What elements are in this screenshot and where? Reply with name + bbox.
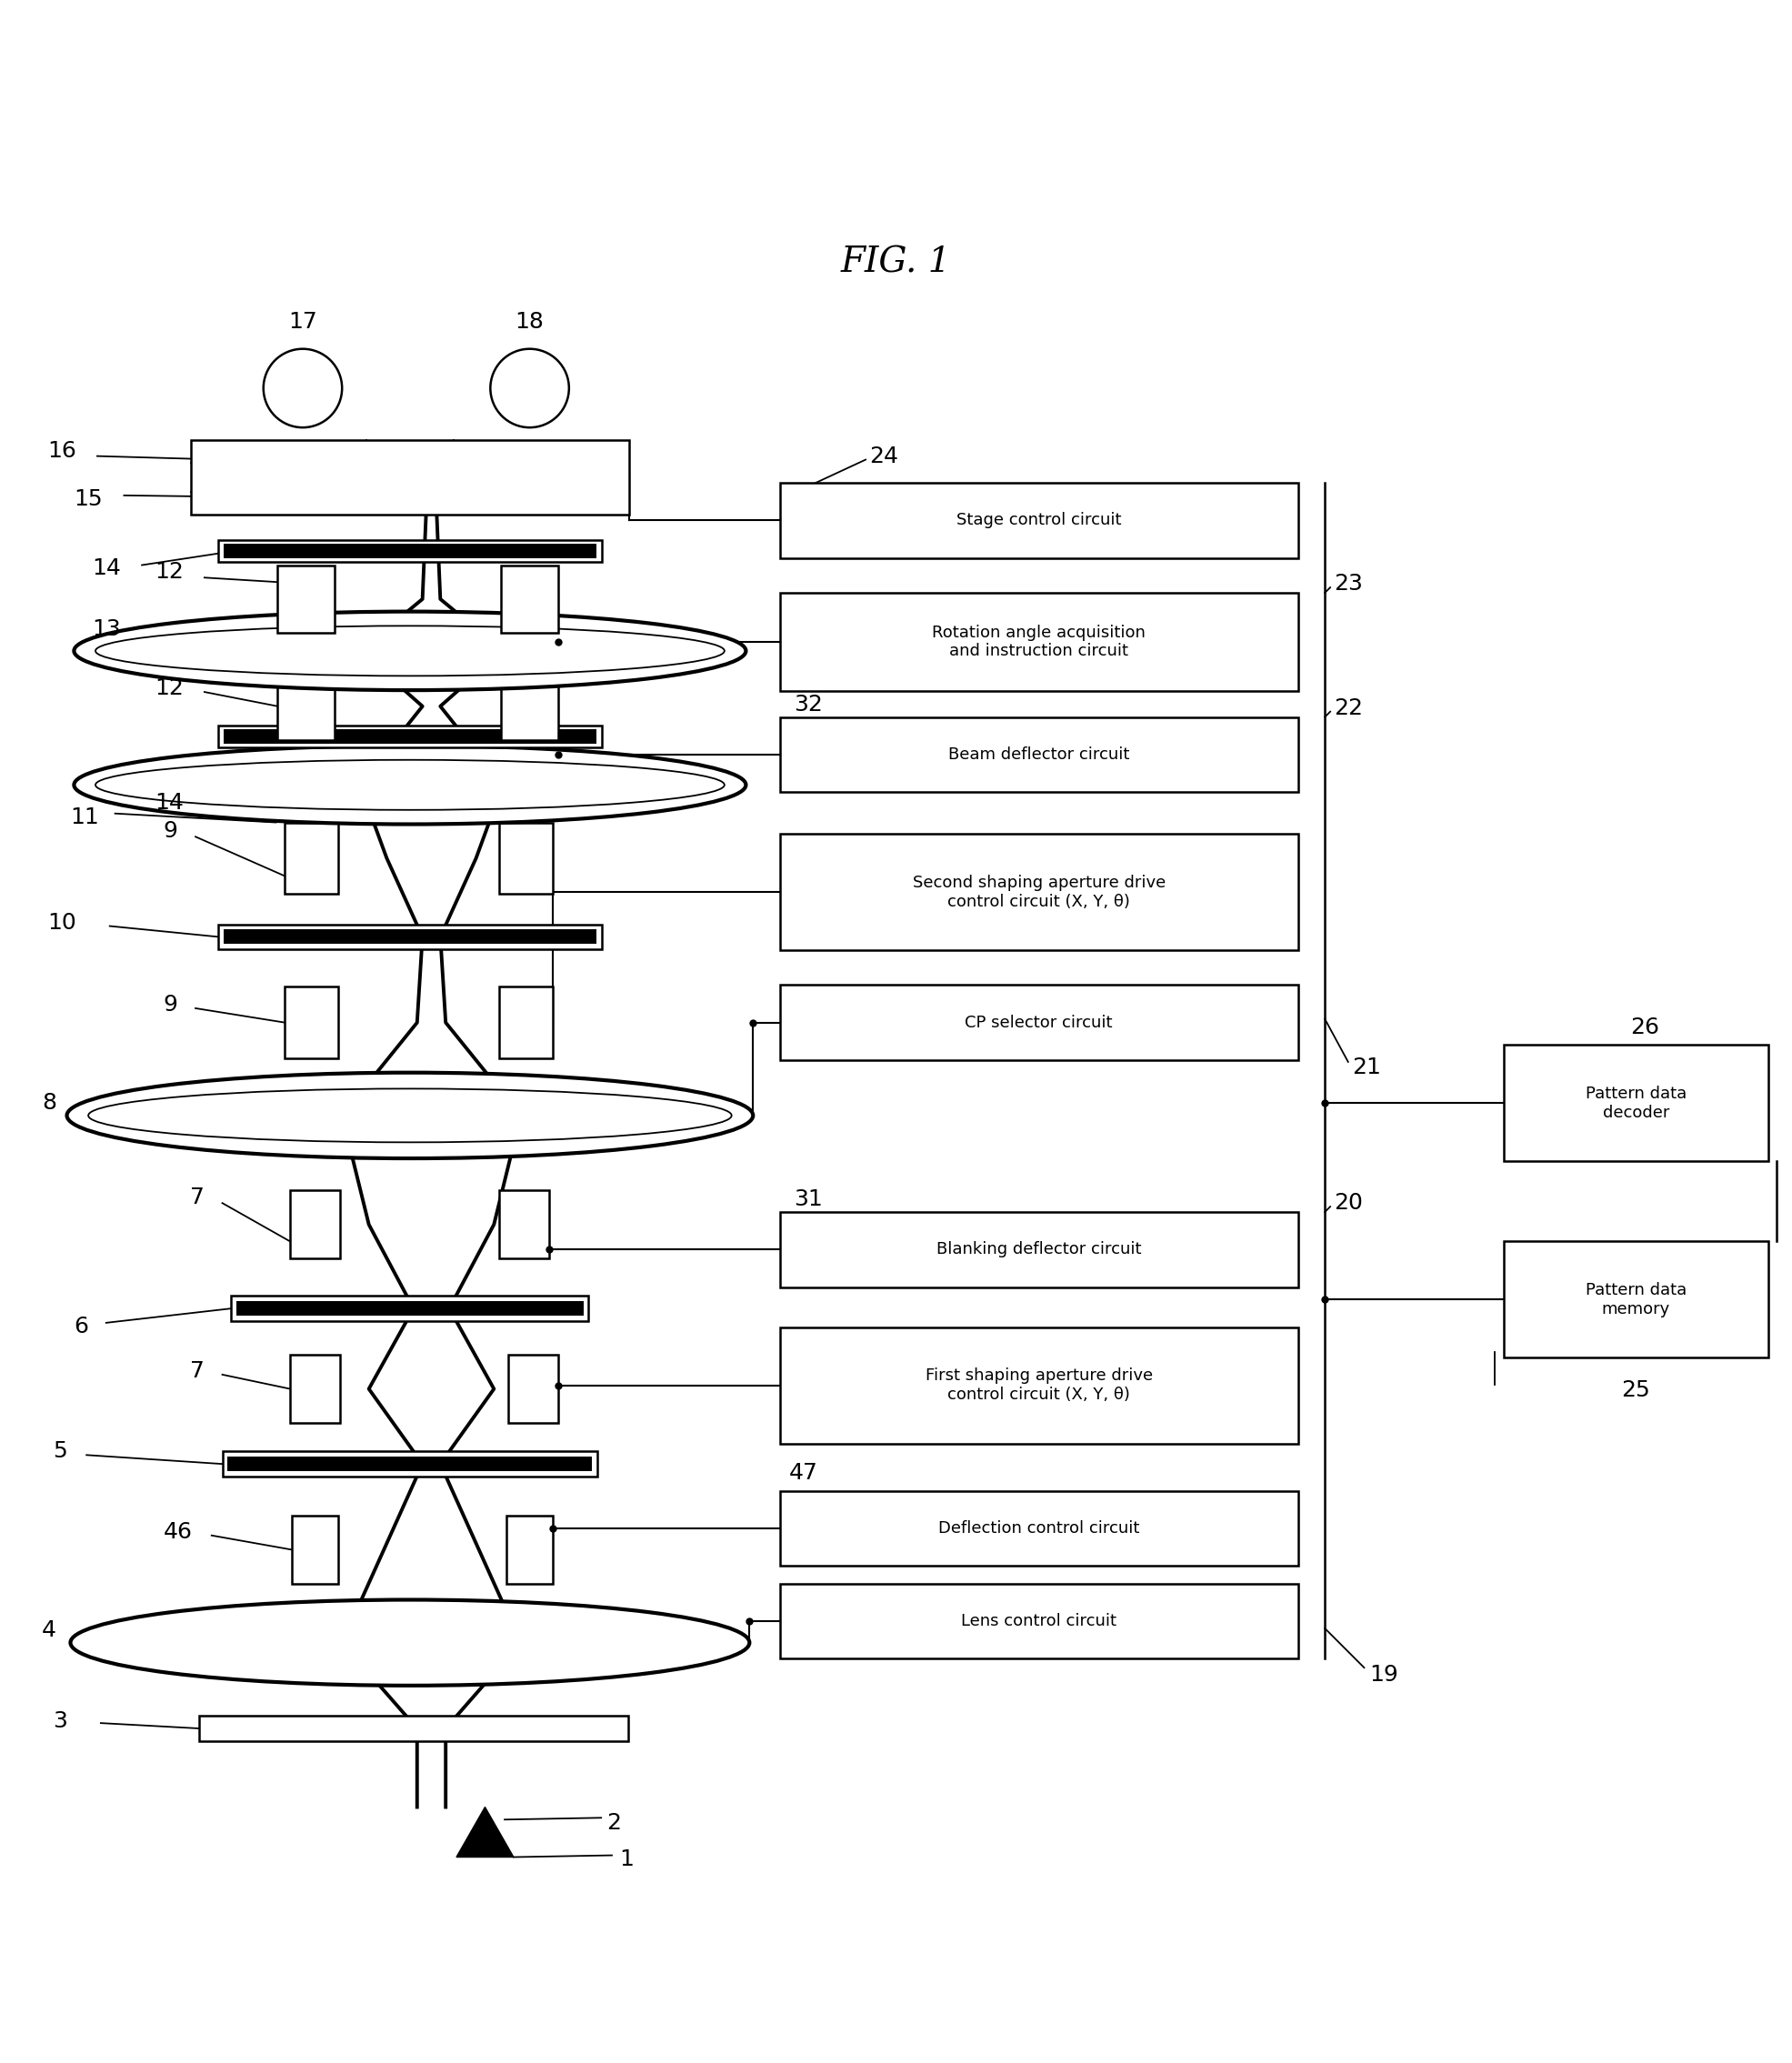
Text: 10: 10	[47, 912, 75, 932]
Text: 9: 9	[163, 994, 177, 1015]
Text: Pattern data
memory: Pattern data memory	[1586, 1281, 1686, 1316]
Text: 8: 8	[41, 1091, 56, 1114]
Ellipse shape	[70, 1599, 749, 1685]
Bar	[780, 1492, 1297, 1566]
Bar	[219, 541, 602, 561]
Text: 20: 20	[1333, 1192, 1362, 1213]
Bar	[507, 1516, 554, 1584]
Text: 2: 2	[606, 1811, 622, 1834]
Text: 6: 6	[73, 1316, 88, 1337]
Bar	[278, 565, 335, 633]
Text: 47: 47	[788, 1463, 817, 1483]
Bar	[780, 984, 1297, 1060]
Ellipse shape	[73, 745, 745, 825]
Bar	[780, 1327, 1297, 1444]
Bar	[780, 483, 1297, 557]
Text: 14: 14	[154, 792, 183, 813]
Text: 22: 22	[1333, 697, 1364, 720]
Circle shape	[263, 349, 342, 427]
Bar	[292, 1516, 339, 1584]
Text: 4: 4	[41, 1619, 56, 1640]
Text: 32: 32	[794, 693, 823, 716]
Text: 31: 31	[794, 1188, 823, 1211]
Bar	[199, 1716, 627, 1741]
Text: 15: 15	[73, 489, 102, 510]
Bar	[780, 592, 1297, 691]
Bar	[228, 1456, 591, 1471]
Text: CP selector circuit: CP selector circuit	[966, 1015, 1113, 1032]
Ellipse shape	[95, 759, 724, 811]
Bar	[780, 1211, 1297, 1287]
Text: 14: 14	[91, 557, 120, 580]
Bar	[780, 833, 1297, 951]
Text: 17: 17	[289, 312, 317, 332]
Bar	[500, 1190, 550, 1258]
Text: FIG. 1: FIG. 1	[840, 245, 952, 281]
Text: 7: 7	[190, 1186, 204, 1209]
Circle shape	[491, 349, 570, 427]
Bar	[509, 1355, 559, 1423]
Text: 23: 23	[1333, 574, 1362, 594]
Ellipse shape	[73, 611, 745, 691]
Text: First shaping aperture drive
control circuit (X, Y, θ): First shaping aperture drive control cir…	[925, 1368, 1152, 1403]
Bar	[1503, 1242, 1769, 1357]
Ellipse shape	[88, 1089, 731, 1143]
Text: Lens control circuit: Lens control circuit	[961, 1613, 1116, 1630]
Text: 9: 9	[163, 821, 177, 842]
Text: Pattern data
decoder: Pattern data decoder	[1586, 1085, 1686, 1120]
Text: 12: 12	[154, 677, 183, 699]
Bar	[192, 439, 629, 516]
Bar	[237, 1302, 582, 1316]
Text: 25: 25	[1622, 1378, 1650, 1401]
Text: Beam deflector circuit: Beam deflector circuit	[948, 747, 1129, 763]
Bar	[224, 730, 597, 745]
Text: Stage control circuit: Stage control circuit	[957, 512, 1122, 528]
Text: 7: 7	[190, 1360, 204, 1382]
Text: 3: 3	[52, 1710, 66, 1733]
Bar	[231, 1296, 588, 1320]
Text: Rotation angle acquisition
and instruction circuit: Rotation angle acquisition and instructi…	[932, 625, 1145, 660]
Text: 18: 18	[514, 312, 545, 332]
Bar	[1503, 1044, 1769, 1161]
Bar	[219, 924, 602, 949]
Text: 13: 13	[91, 619, 120, 640]
Bar	[290, 1190, 340, 1258]
Text: 21: 21	[1351, 1056, 1380, 1079]
Bar	[224, 930, 597, 945]
Ellipse shape	[95, 625, 724, 677]
Text: 26: 26	[1631, 1017, 1659, 1038]
Bar	[278, 673, 335, 741]
Text: Second shaping aperture drive
control circuit (X, Y, θ): Second shaping aperture drive control ci…	[912, 875, 1165, 910]
Bar	[290, 1355, 340, 1423]
Bar	[500, 986, 554, 1058]
Polygon shape	[457, 1807, 514, 1857]
Bar	[500, 823, 554, 893]
Bar	[285, 986, 339, 1058]
Bar	[224, 545, 597, 557]
Text: 12: 12	[154, 561, 183, 584]
Bar	[285, 823, 339, 893]
Text: Deflection control circuit: Deflection control circuit	[939, 1520, 1140, 1537]
Text: 5: 5	[52, 1440, 66, 1463]
Bar	[222, 1452, 597, 1477]
Text: 19: 19	[1369, 1665, 1398, 1685]
Text: 11: 11	[70, 807, 99, 827]
Text: 1: 1	[618, 1848, 633, 1869]
Bar	[780, 718, 1297, 792]
Bar	[780, 1584, 1297, 1659]
Bar	[502, 565, 559, 633]
Ellipse shape	[66, 1073, 753, 1159]
Text: 16: 16	[47, 439, 77, 462]
Text: 46: 46	[163, 1520, 192, 1543]
Bar	[219, 726, 602, 747]
Bar	[502, 673, 559, 741]
Text: Blanking deflector circuit: Blanking deflector circuit	[937, 1242, 1142, 1258]
Text: 24: 24	[869, 446, 898, 466]
